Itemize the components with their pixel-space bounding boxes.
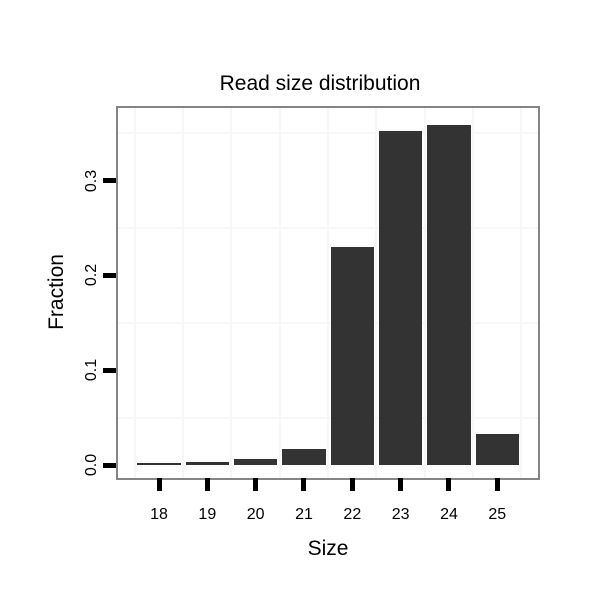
y-tick-label: 0.1 (83, 359, 100, 382)
minor-gridline-vertical (520, 108, 523, 478)
y-tick-mark (103, 178, 116, 184)
y-tick-label: 0.0 (83, 453, 100, 477)
x-tick-mark (494, 478, 500, 491)
minor-gridline-vertical (133, 108, 136, 478)
y-tick-label: 0.3 (83, 169, 100, 192)
minor-gridline-horizontal (118, 132, 538, 135)
minor-gridline-vertical (375, 108, 378, 478)
chart-title: Read size distribution (219, 72, 421, 95)
x-tick-label: 24 (440, 506, 458, 523)
y-tick-label: 0.2 (83, 264, 100, 287)
x-tick-mark (156, 478, 162, 491)
bar-size-19 (185, 462, 230, 465)
y-tick-mark (103, 272, 116, 278)
bar-size-25 (475, 433, 520, 465)
plot-panel (116, 106, 540, 480)
bar-size-20 (233, 458, 278, 465)
minor-gridline-vertical (278, 108, 281, 478)
minor-gridline-vertical (230, 108, 233, 478)
x-tick-mark (204, 478, 210, 491)
x-axis-title: Size (307, 537, 349, 560)
minor-gridline-horizontal (118, 321, 538, 324)
bar-size-21 (282, 448, 326, 465)
bar-size-18 (137, 463, 181, 465)
x-tick-label: 20 (246, 506, 265, 523)
x-tick-label: 22 (343, 506, 362, 523)
minor-gridline-vertical (423, 108, 426, 478)
x-tick-label: 25 (488, 506, 507, 523)
x-tick-mark (301, 478, 307, 491)
minor-gridline-horizontal (118, 416, 538, 419)
y-tick-mark (103, 367, 116, 373)
x-tick-mark (253, 478, 259, 491)
x-tick-label: 18 (150, 506, 168, 523)
y-tick-mark (103, 462, 116, 468)
bar-size-23 (378, 131, 423, 465)
minor-gridline-vertical (327, 108, 330, 478)
minor-gridline-vertical (182, 108, 185, 478)
x-tick-mark (398, 478, 404, 491)
x-tick-mark (446, 478, 452, 491)
x-tick-label: 21 (295, 506, 313, 523)
minor-gridline-horizontal (118, 227, 538, 229)
bar-size-24 (427, 124, 471, 465)
y-axis-title: Fraction (45, 254, 68, 330)
minor-gridline-vertical (472, 108, 475, 478)
x-tick-mark (349, 478, 355, 491)
bar-size-22 (330, 246, 375, 465)
x-tick-label: 19 (198, 506, 217, 523)
x-tick-label: 23 (391, 506, 410, 523)
